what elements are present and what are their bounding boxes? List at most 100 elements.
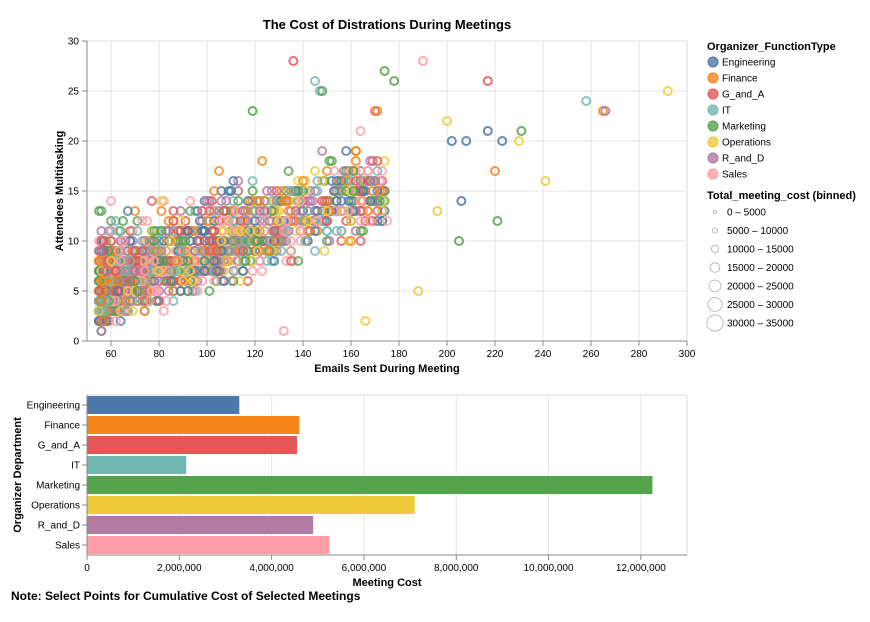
scatter-point[interactable] xyxy=(209,186,220,196)
bar-engineering[interactable] xyxy=(87,396,240,414)
scatter-point[interactable] xyxy=(581,96,592,106)
scatter-point[interactable] xyxy=(235,216,246,226)
scatter-point[interactable] xyxy=(329,186,340,196)
scatter-point[interactable] xyxy=(355,196,366,206)
scatter-point[interactable] xyxy=(142,276,152,286)
scatter-point[interactable] xyxy=(295,196,306,206)
scatter-point[interactable] xyxy=(216,236,227,246)
scatter-point[interactable] xyxy=(350,156,361,166)
scatter-point[interactable] xyxy=(146,196,157,206)
legend-item-marketing[interactable]: Marketing xyxy=(707,120,766,133)
scatter-point[interactable] xyxy=(302,206,313,216)
scatter-point[interactable] xyxy=(108,246,119,256)
scatter-point[interactable] xyxy=(257,266,268,276)
scatter-point[interactable] xyxy=(482,126,493,136)
scatter-point[interactable] xyxy=(146,286,157,296)
scatter-point[interactable] xyxy=(336,226,347,236)
scatter-point[interactable] xyxy=(346,216,356,226)
scatter-point[interactable] xyxy=(293,186,304,196)
scatter-point[interactable] xyxy=(190,246,200,256)
scatter-point[interactable] xyxy=(418,56,428,66)
legend-item-sales[interactable]: Sales xyxy=(707,168,747,181)
scatter-point[interactable] xyxy=(158,256,169,266)
scatter-point[interactable] xyxy=(96,276,107,286)
scatter-point[interactable] xyxy=(96,326,107,336)
scatter-point[interactable] xyxy=(106,226,116,236)
scatter-point[interactable] xyxy=(154,246,164,256)
scatter-point[interactable] xyxy=(96,266,107,276)
scatter-point[interactable] xyxy=(139,266,150,276)
scatter-point[interactable] xyxy=(302,216,313,226)
scatter-point[interactable] xyxy=(247,176,258,186)
scatter-point[interactable] xyxy=(343,166,354,176)
scatter-point[interactable] xyxy=(209,226,220,236)
scatter-point[interactable] xyxy=(300,236,311,246)
scatter-point[interactable] xyxy=(94,306,104,316)
scatter-point[interactable] xyxy=(348,186,359,196)
scatter-point[interactable] xyxy=(454,236,464,246)
scatter-point[interactable] xyxy=(271,186,282,196)
scatter-point[interactable] xyxy=(178,276,188,286)
bar-chart[interactable]: 0 2,000,000 4,000,000 6,000,000 8,000,000 10,… xyxy=(12,394,688,589)
scatter-point[interactable] xyxy=(317,176,328,186)
scatter-point[interactable] xyxy=(355,126,366,136)
scatter-point[interactable] xyxy=(281,256,292,266)
scatter-point[interactable] xyxy=(324,236,335,246)
scatter-point[interactable] xyxy=(490,166,500,176)
scatter-point[interactable] xyxy=(360,316,371,326)
scatter-point[interactable] xyxy=(202,216,212,226)
scatter-point[interactable] xyxy=(118,216,128,226)
scatter-point[interactable] xyxy=(497,136,508,146)
scatter-point[interactable] xyxy=(204,286,215,296)
scatter-point[interactable] xyxy=(115,266,126,276)
legend-item-operations[interactable]: Operations xyxy=(707,136,771,149)
scatter-point[interactable] xyxy=(262,246,272,256)
scatter-point[interactable] xyxy=(218,226,229,236)
scatter-points[interactable] xyxy=(94,56,673,336)
scatter-chart[interactable]: The Cost of Distrations During Meetings … xyxy=(54,17,696,375)
scatter-point[interactable] xyxy=(252,236,263,246)
scatter-point[interactable] xyxy=(223,186,234,196)
scatter-point[interactable] xyxy=(324,156,335,166)
scatter-point[interactable] xyxy=(461,136,472,146)
scatter-point[interactable] xyxy=(247,186,258,196)
scatter-point[interactable] xyxy=(317,216,328,226)
scatter-point[interactable] xyxy=(182,226,193,236)
scatter-point[interactable] xyxy=(319,246,330,256)
scatter-point[interactable] xyxy=(456,196,467,206)
scatter-point[interactable] xyxy=(432,206,443,216)
scatter-point[interactable] xyxy=(312,176,323,186)
scatter-point[interactable] xyxy=(216,196,227,206)
scatter-point[interactable] xyxy=(312,216,323,226)
scatter-point[interactable] xyxy=(178,236,188,246)
scatter-point[interactable] xyxy=(264,216,275,226)
scatter-point[interactable] xyxy=(228,266,239,276)
scatter-point[interactable] xyxy=(127,306,138,316)
scatter-point[interactable] xyxy=(389,76,400,86)
scatter-point[interactable] xyxy=(166,236,176,246)
scatter-point[interactable] xyxy=(101,296,112,306)
bar-marketing[interactable] xyxy=(87,476,653,494)
scatter-point[interactable] xyxy=(295,226,306,236)
scatter-point[interactable] xyxy=(372,106,383,116)
scatter-point[interactable] xyxy=(254,256,265,266)
scatter-point[interactable] xyxy=(187,286,198,296)
scatter-point[interactable] xyxy=(199,256,210,266)
scatter-point[interactable] xyxy=(269,226,280,236)
scatter-point[interactable] xyxy=(211,266,222,276)
scatter-point[interactable] xyxy=(110,266,121,276)
scatter-point[interactable] xyxy=(197,276,208,286)
scatter-point[interactable] xyxy=(446,136,457,146)
scatter-point[interactable] xyxy=(377,206,388,216)
scatter-point[interactable] xyxy=(163,286,174,296)
scatter-point[interactable] xyxy=(154,266,164,276)
scatter-point[interactable] xyxy=(367,196,378,206)
scatter-point[interactable] xyxy=(185,266,196,276)
scatter-point[interactable] xyxy=(516,126,527,136)
scatter-point[interactable] xyxy=(281,196,292,206)
bar-it[interactable] xyxy=(87,456,187,474)
scatter-point[interactable] xyxy=(365,216,376,226)
scatter-point[interactable] xyxy=(199,266,210,276)
scatter-point[interactable] xyxy=(170,256,181,266)
scatter-point[interactable] xyxy=(276,186,287,196)
